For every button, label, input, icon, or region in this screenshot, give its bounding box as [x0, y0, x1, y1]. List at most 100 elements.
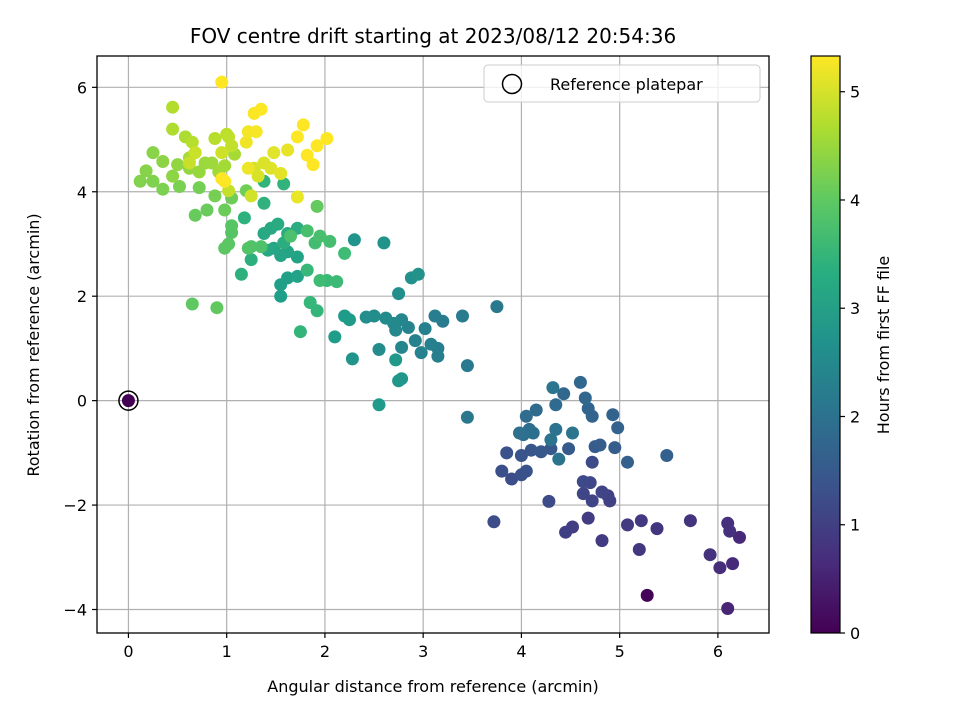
scatter-point [277, 177, 291, 191]
scatter-point [208, 132, 222, 145]
scatter-point [549, 422, 563, 436]
scatter-point [215, 172, 229, 186]
scatter-point [559, 525, 573, 539]
colorbar-label: Hours from first FF file [874, 256, 893, 435]
scatter-point [733, 530, 746, 544]
scatter-point [544, 442, 558, 456]
colorbar: 0 1 2 3 4 5 Hours from first FF file [810, 55, 893, 643]
scatter-point [581, 402, 595, 415]
scatter-point [490, 300, 504, 314]
scatter-point [546, 381, 560, 395]
scatter-point [188, 146, 202, 160]
scatter-point [225, 139, 239, 153]
scatter-point [323, 234, 337, 248]
scatter-point [133, 174, 147, 188]
scatter-point [171, 158, 185, 172]
scatter-point [267, 146, 281, 160]
scatter-point [320, 132, 334, 145]
scatter-point [264, 161, 278, 175]
scatter-point [418, 322, 432, 336]
scatter-point [611, 421, 625, 435]
reference-point [121, 394, 135, 408]
scatter-point [347, 233, 361, 247]
y-tick-label: −2 [63, 496, 87, 515]
scatter-point [166, 100, 180, 114]
scatter-point [208, 189, 222, 203]
colorbar-tick-label: 2 [850, 407, 860, 426]
scatter-point [215, 75, 229, 89]
scatter-point [281, 271, 295, 285]
scatter-point [640, 588, 654, 602]
scatter-point [557, 387, 571, 401]
scatter-point [173, 180, 186, 193]
scatter-point [595, 485, 609, 499]
scatter-point [338, 309, 352, 323]
colorbar-tick-label: 0 [850, 624, 860, 643]
scatter-point [534, 445, 548, 459]
scatter-point [566, 426, 579, 440]
scatter-point [377, 236, 391, 250]
scatter-point [249, 125, 263, 139]
scatter-point [519, 409, 533, 423]
legend: Reference platepar [483, 64, 761, 103]
scatter-point [185, 135, 199, 149]
y-axis-ticks: −4 −2 0 2 4 6 [63, 78, 97, 620]
scatter-point [593, 438, 607, 452]
scatter-point [578, 391, 592, 405]
scatter-point [139, 164, 153, 178]
y-tick-label: 4 [77, 183, 87, 202]
scatter-point [721, 602, 735, 615]
scatter-point [244, 189, 258, 203]
scatter-point [156, 155, 170, 168]
scatter-point [562, 442, 576, 456]
scatter-point [313, 229, 327, 243]
scatter-point [146, 174, 160, 188]
scatter-point [166, 169, 180, 183]
scatter-point [284, 229, 297, 243]
reference-ring [118, 390, 139, 411]
colorbar-frame [810, 55, 841, 634]
scatter-point [271, 217, 285, 231]
colorbar-tick-label: 1 [850, 516, 860, 535]
scatter-point [505, 472, 519, 486]
scatter-point [359, 310, 373, 324]
x-tick-label: 2 [320, 642, 330, 661]
scatter-point [595, 534, 609, 548]
scatter-point [218, 159, 232, 173]
scatter-point [392, 374, 406, 388]
scatter-point [281, 143, 295, 157]
scatter-point [300, 263, 314, 277]
scatter-point [408, 334, 422, 348]
scatter-point [526, 426, 540, 440]
scatter-point [460, 359, 474, 373]
scatter-point [726, 557, 740, 571]
scatter-point [581, 511, 595, 525]
scatter-point [519, 464, 533, 478]
scatter-point [215, 146, 229, 160]
scatter-point [606, 408, 620, 422]
scatter-point [573, 375, 587, 389]
scatter-point [621, 518, 634, 532]
scatter-point [237, 211, 251, 225]
x-tick-label: 3 [418, 642, 428, 661]
scatter-point [713, 561, 727, 575]
scatter-point [310, 139, 324, 153]
scatter-point [330, 275, 344, 289]
plot-frame [96, 55, 770, 634]
legend-marker-icon [501, 73, 523, 95]
x-axis-ticks: 0 1 2 3 4 5 6 [123, 633, 723, 661]
scatter-point [274, 167, 288, 180]
scatter-point [608, 441, 622, 455]
scatter-point [300, 148, 314, 162]
scatter-point [544, 433, 558, 447]
scatter-point [379, 311, 393, 325]
scatter-point [239, 135, 253, 149]
scatter-point [456, 309, 469, 323]
scatter-point [683, 514, 697, 528]
chart-title: FOV centre drift starting at 2023/08/12 … [190, 24, 676, 48]
scatter-point [495, 464, 509, 478]
y-tick-label: 0 [77, 392, 87, 411]
y-axis-label: Rotation from reference (arcmin) [24, 213, 43, 476]
